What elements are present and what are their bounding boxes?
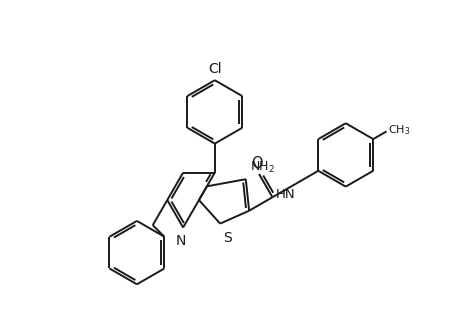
Text: S: S [223,231,232,245]
Text: CH$_3$: CH$_3$ [388,124,411,137]
Text: O: O [251,156,263,171]
Text: Cl: Cl [208,62,222,76]
Text: N: N [176,234,186,248]
Text: NH$_2$: NH$_2$ [251,159,275,174]
Text: HN: HN [275,188,295,202]
